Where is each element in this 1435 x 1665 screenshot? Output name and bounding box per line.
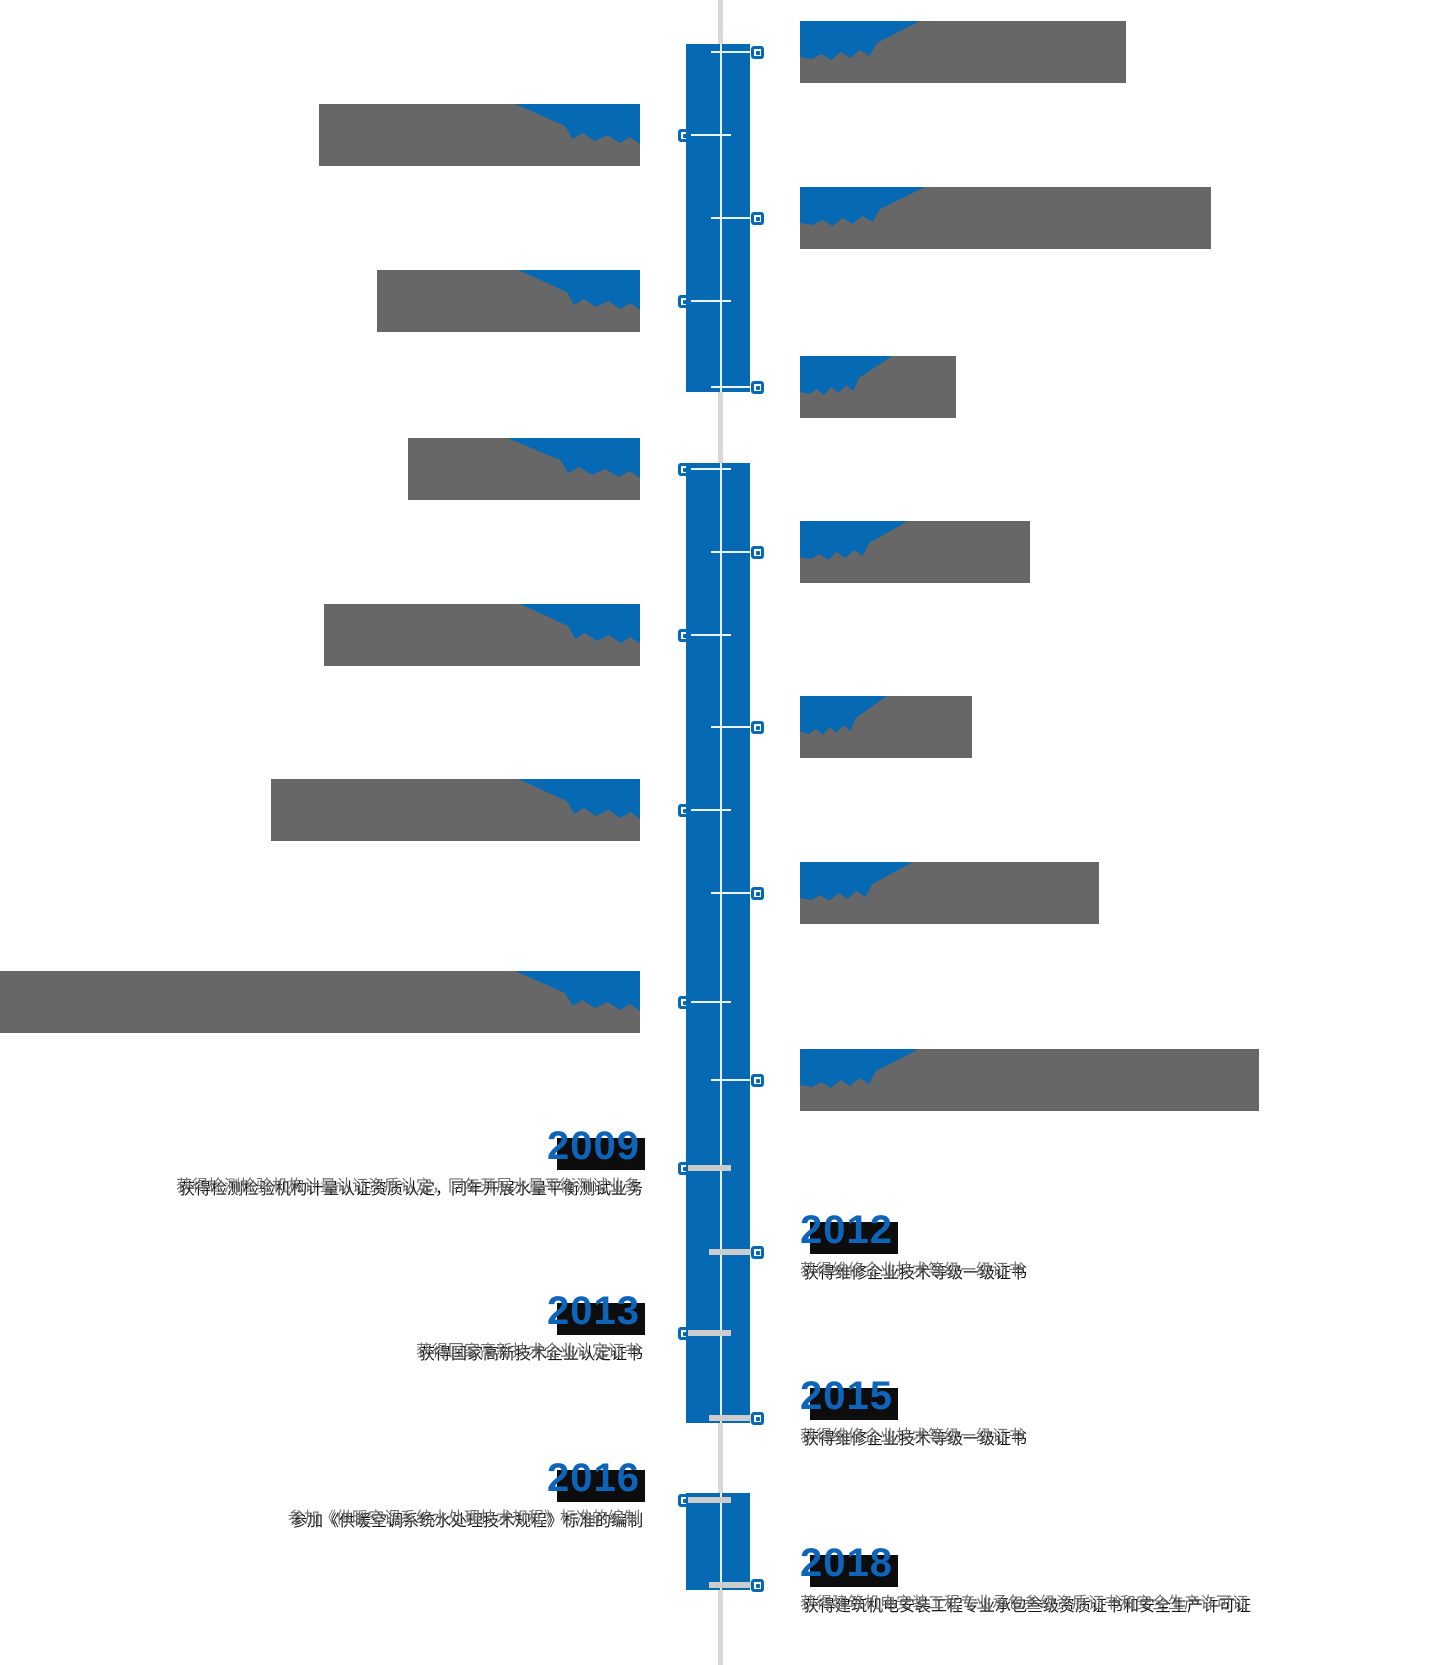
timeline-entry: 2015 获得维修企业技术等级一级证书 [800,1374,1400,1445]
timeline-tick [691,300,731,302]
entry-year-label: 2012 [800,1208,898,1254]
timeline-item-obscured [800,187,1211,249]
entry-year-label: 2015 [800,1374,898,1420]
entry-description: 获得维修企业技术等级一级证书 [800,1262,1025,1279]
entry-year-label: 2013 [547,1289,645,1335]
entry-description: 参加《供暖空调系统水处理技术规程》标准的编制 [287,1510,640,1527]
timeline-item-obscured [319,104,640,166]
timeline-item-obscured [800,521,1030,583]
timeline-bar [686,1493,750,1590]
timeline-entry: 2013 获得国家高新技术企业认定证书 [0,1289,645,1360]
timeline-item-obscured [800,1049,1259,1111]
entry-year-label: 2009 [547,1124,645,1170]
timeline-entry: 2018 获得建筑机电安装工程专业承包叁级资质证书和安全生产许可证 [800,1541,1400,1612]
timeline-item-obscured [800,862,1099,924]
timeline-bar-centerline [720,463,722,1423]
timeline-tick [688,1165,731,1171]
timeline-tick [691,1001,731,1003]
timeline-dot-marker [751,1074,764,1087]
timeline-entry: 2012 获得维修企业技术等级一级证书 [800,1208,1400,1279]
timeline-item-obscured [800,696,972,758]
timeline-dot-marker [751,1579,764,1592]
timeline-tick [709,1249,752,1255]
timeline-tick [711,1079,751,1081]
timeline-tick [688,1330,731,1336]
timeline-tick [711,726,751,728]
timeline-tick [691,634,731,636]
timeline-tick [688,1497,731,1503]
entry-description: 获得国家高新技术企业认定证书 [415,1343,640,1360]
entry-description: 获得建筑机电安装工程专业承包叁级资质证书和安全生产许可证 [800,1595,1249,1612]
timeline-item-obscured [271,779,640,841]
timeline-dot-marker [751,721,764,734]
timeline-item-obscured [800,356,956,418]
timeline-dot-marker [751,212,764,225]
obscured-description-block [0,971,640,1033]
timeline-dot-marker [751,1246,764,1259]
timeline-tick [711,386,751,388]
timeline-bar [686,463,750,1423]
timeline-tick [691,134,731,136]
timeline-dot-marker [751,46,764,59]
timeline-dot-marker [751,381,764,394]
timeline-entry: 2009 获得检测检验机构计量认证资质认定，同年开展水量平衡测试业务 [0,1124,645,1195]
timeline-tick [711,51,751,53]
timeline-item-obscured [324,604,640,666]
timeline-item-obscured [800,21,1126,83]
timeline-dot-marker [751,546,764,559]
timeline-item-obscured [0,971,640,1033]
timeline-item-obscured [408,438,640,500]
entry-year-label: 2018 [800,1541,898,1587]
entry-description: 获得检测检验机构计量认证资质认定，同年开展水量平衡测试业务 [175,1178,640,1195]
timeline-tick [691,809,731,811]
timeline-dot-marker [751,1412,764,1425]
timeline-tick [709,1415,752,1421]
timeline-bar-centerline [720,1493,722,1590]
timeline-item-obscured [377,270,640,332]
timeline-tick [711,551,751,553]
timeline-tick [711,217,751,219]
timeline-dot-marker [751,887,764,900]
entry-year-label: 2016 [547,1456,645,1502]
timeline-tick [691,468,731,470]
timeline-entry: 2016 参加《供暖空调系统水处理技术规程》标准的编制 [0,1456,645,1527]
timeline-tick [709,1582,752,1588]
timeline-tick [711,892,751,894]
entry-description: 获得维修企业技术等级一级证书 [800,1428,1025,1445]
